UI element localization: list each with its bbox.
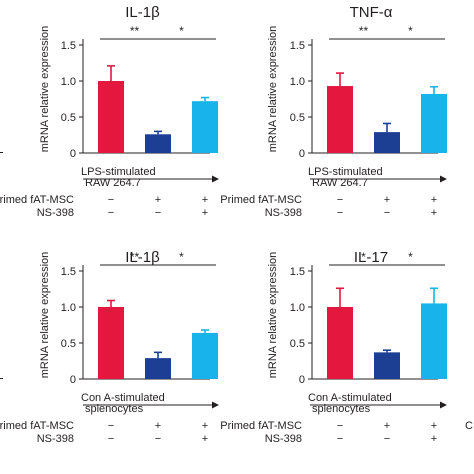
y-tick-label: 0.5 — [61, 338, 76, 350]
panel-il17-cona: IL-17 mRNA relative expression 0 0.5 1.0 1.5 *… — [220, 249, 447, 445]
condition-sign: + — [155, 420, 161, 432]
condition-sign: + — [202, 420, 208, 432]
bar — [327, 86, 353, 153]
condition-row-label: NS-398 — [37, 207, 74, 219]
panel-il1b-lps: IL-1β mRNA relative expression 0 0.5 1.0 1.5 *… — [0, 4, 219, 219]
chart-title: TNF-α — [350, 4, 393, 21]
panel-il1b-cona: IL-1β mRNA relative expression 0 0.5 1.0 1.5 *… — [0, 249, 219, 445]
y-axis-label: mRNA relative expression — [267, 252, 279, 379]
stimulus-label-line1: LPS-stimulated — [81, 166, 156, 178]
bar — [421, 303, 447, 379]
condition-row-label: NS-398 — [265, 207, 302, 219]
chart-title: IL-1β — [125, 4, 160, 21]
bar — [145, 134, 171, 153]
y-tick-label: 1.5 — [61, 266, 76, 278]
significance-label: * — [408, 250, 413, 264]
bar — [421, 93, 447, 153]
condition-sign: + — [384, 194, 390, 206]
bar — [98, 307, 124, 379]
significance-label: * — [179, 250, 184, 264]
condition-row-label: Primed fAT-MSC — [220, 194, 302, 206]
condition-sign: − — [337, 194, 343, 206]
y-tick-label: 0.5 — [61, 112, 76, 124]
condition-sign: + — [155, 194, 161, 206]
stimulus-arrow-head — [212, 401, 219, 409]
condition-sign: + — [431, 207, 437, 219]
edge-fragment-right-letter: C — [465, 420, 473, 432]
bar — [145, 358, 171, 379]
condition-sign: − — [108, 420, 114, 432]
chart-title: IL-17 — [354, 249, 388, 266]
y-axis-label: mRNA relative expression — [39, 252, 51, 379]
y-tick-label: 0.5 — [290, 112, 305, 124]
significance-label: * — [408, 24, 413, 38]
stimulus-label-line2: splenocytes — [85, 403, 144, 415]
significance-label: ** — [359, 24, 369, 38]
bar — [327, 307, 353, 379]
y-tick-label: 0 — [70, 374, 76, 386]
significance-label: ** — [130, 24, 140, 38]
condition-sign: − — [384, 207, 390, 219]
stimulus-arrow-head — [440, 401, 447, 409]
y-tick-label: 1.0 — [290, 302, 305, 314]
bar — [374, 132, 400, 153]
stimulus-label-line2: RAW 264.7 — [85, 177, 141, 189]
y-tick-label: 1.0 — [61, 76, 76, 88]
condition-sign: − — [337, 207, 343, 219]
y-axis-label: mRNA relative expression — [267, 26, 279, 153]
condition-sign: + — [431, 420, 437, 432]
y-tick-label: 1.5 — [61, 40, 76, 52]
condition-sign: − — [337, 420, 343, 432]
condition-sign: − — [108, 433, 114, 445]
y-tick-label: 0 — [299, 148, 305, 160]
condition-sign: − — [337, 433, 343, 445]
condition-sign: + — [431, 194, 437, 206]
condition-sign: + — [384, 420, 390, 432]
y-tick-label: 0.5 — [290, 338, 305, 350]
condition-row-label: Primed fAT-MSC — [0, 194, 74, 206]
chart-title: IL-1β — [125, 249, 160, 266]
y-tick-label: 1.5 — [290, 266, 305, 278]
y-tick-label: 0 — [70, 148, 76, 160]
stimulus-label-line1: LPS-stimulated — [308, 166, 383, 178]
stimulus-label-line2: RAW 264.7 — [312, 177, 368, 189]
panel-tnfa-lps: TNF-α mRNA relative expression 0 0.5 1.0 1.5 *… — [220, 4, 447, 219]
stimulus-arrow-head — [440, 175, 447, 183]
y-tick-label: 1.0 — [290, 76, 305, 88]
stimulus-arrow-head — [212, 175, 219, 183]
condition-sign: + — [431, 433, 437, 445]
condition-row-label: Primed fAT-MSC — [0, 420, 74, 432]
significance-label: * — [179, 24, 184, 38]
bar — [374, 352, 400, 379]
stimulus-label-line2: splenocytes — [312, 403, 371, 415]
significance-label: ** — [130, 250, 140, 264]
bar — [192, 101, 218, 153]
condition-sign: − — [108, 194, 114, 206]
stimulus-label-line1: Con A-stimulated — [308, 392, 392, 404]
condition-sign: + — [202, 433, 208, 445]
y-tick-label: 0 — [299, 374, 305, 386]
condition-sign: − — [108, 207, 114, 219]
condition-row-label: NS-398 — [265, 433, 302, 445]
condition-row-label: Primed fAT-MSC — [220, 420, 302, 432]
stimulus-label-line1: Con A-stimulated — [81, 392, 165, 404]
y-axis-label: mRNA relative expression — [39, 26, 51, 153]
condition-sign: − — [384, 433, 390, 445]
y-tick-label: 1.5 — [290, 40, 305, 52]
condition-sign: − — [155, 207, 161, 219]
condition-sign: + — [202, 207, 208, 219]
bar — [192, 332, 218, 379]
y-tick-label: 1.0 — [61, 302, 76, 314]
significance-label: * — [361, 250, 366, 264]
condition-sign: − — [155, 433, 161, 445]
condition-row-label: NS-398 — [37, 433, 74, 445]
bar — [98, 81, 124, 153]
condition-sign: + — [202, 194, 208, 206]
